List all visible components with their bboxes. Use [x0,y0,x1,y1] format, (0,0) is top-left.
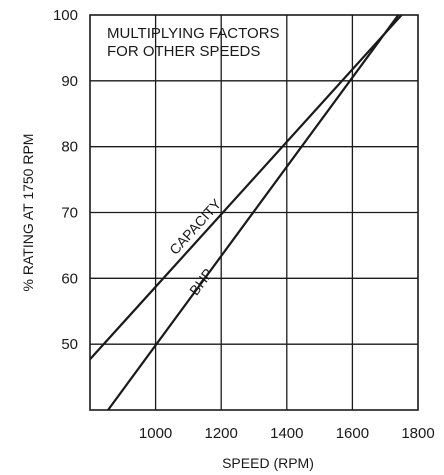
y-tick-label-90: 90 [61,73,78,90]
x-axis-title: SPEED (RPM) [222,455,314,471]
y-tick-label-50: 50 [61,336,78,353]
x-tick-label-1400: 1400 [270,425,303,442]
plot-frame [89,14,419,411]
annotation-line-1: MULTIPLYING FACTORS [107,25,280,42]
y-tick-label-60: 60 [61,270,78,287]
y-tick-label-100: 100 [53,7,78,24]
y-tick-label-80: 80 [61,139,78,156]
annotation-line-2: FOR OTHER SPEEDS [107,43,260,60]
x-tick-label-1800: 1800 [401,425,434,442]
x-tick-label-1600: 1600 [336,425,369,442]
x-tick-label-1000: 1000 [139,425,172,442]
series-line-bhp [107,15,400,410]
series-group [90,15,403,410]
y-tick-label-70: 70 [61,205,78,222]
grid [90,15,418,410]
tick-labels: 1000 1200 1400 1600 1800 50 60 70 80 90 100 [53,7,435,442]
y-axis-title: % RATING AT 1750 RPM [20,134,36,292]
series-line-capacity [90,15,403,361]
x-tick-label-1200: 1200 [205,425,238,442]
